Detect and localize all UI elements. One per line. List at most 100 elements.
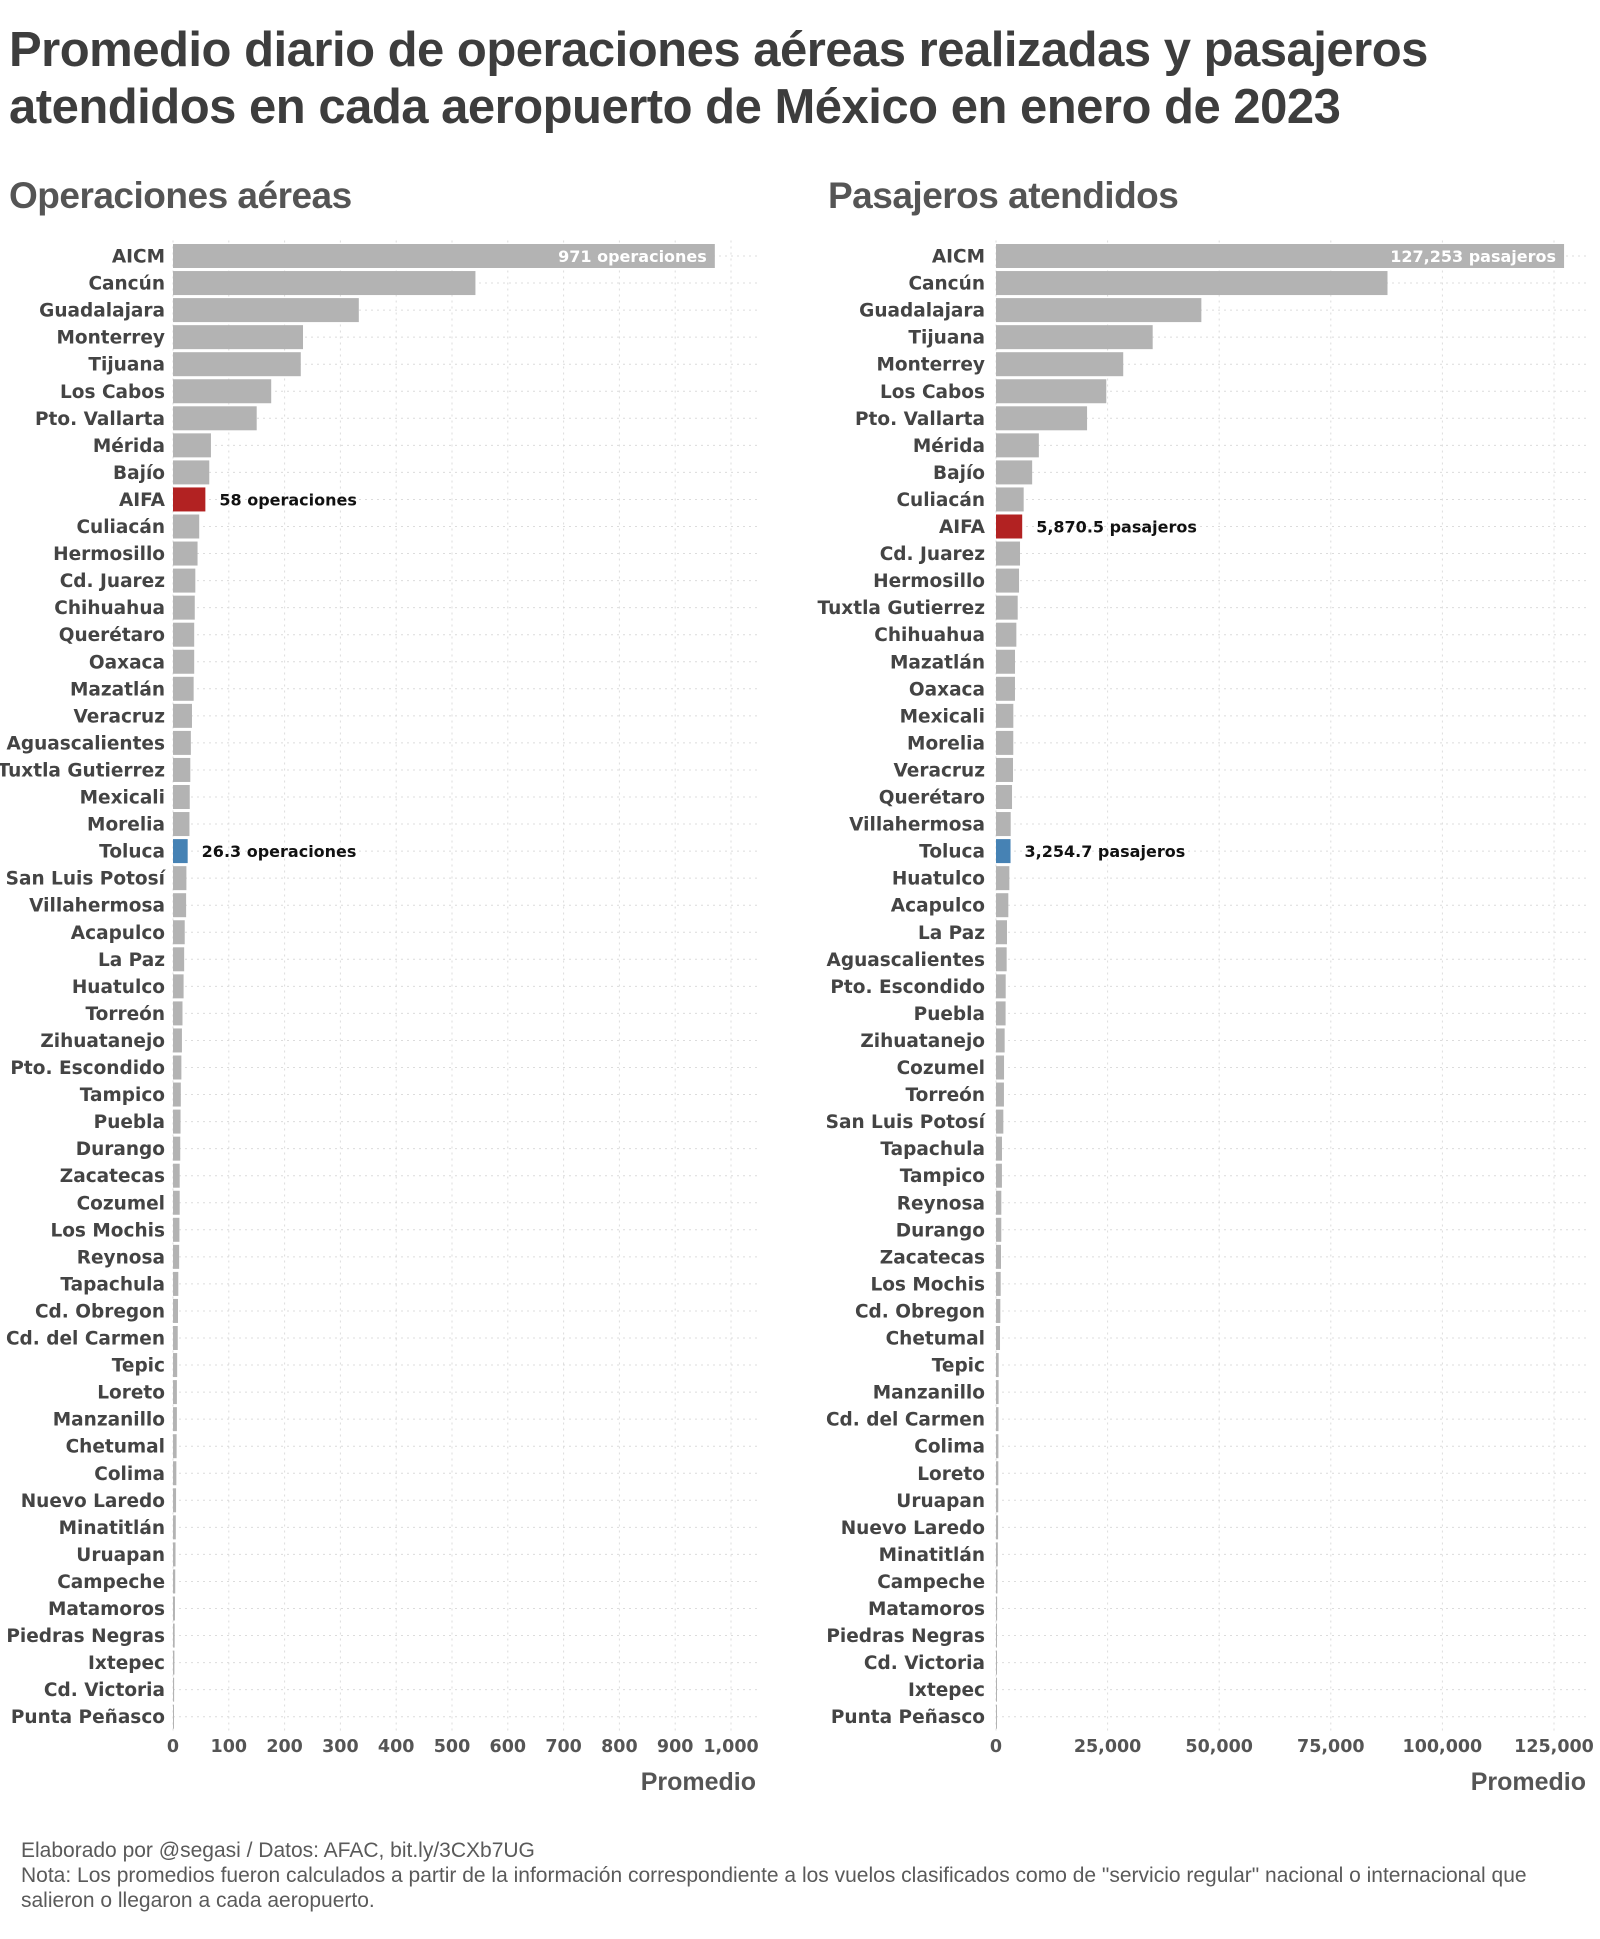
bar-los-cabos [996,379,1107,404]
bar-reynosa [173,1244,180,1269]
category-label: Veracruz [74,706,166,727]
category-label: Bajío [113,463,165,484]
category-label: Nuevo Laredo [841,1518,985,1539]
x-tick-label: 75,000 [1297,1737,1365,1757]
category-label: AIFA [119,490,166,511]
x-axis-title: Promedio [641,1768,756,1796]
bar-chart-operaciones: 0 100 200 300 400 500 600 700 800 900 1,000 AICM Can… [0,240,760,1796]
category-label: Toluca [919,842,985,863]
bar-villahermosa [996,812,1011,837]
bar-durango [996,1217,1002,1242]
bar-aifa [173,487,206,512]
category-label: Culiacán [896,490,985,511]
category-label: Manzanillo [53,1410,165,1431]
category-label: Tapachula [880,1139,985,1160]
bar-zihuatanejo [173,1028,182,1053]
category-label: San Luis Potosí [826,1112,987,1133]
category-label: La Paz [918,923,985,944]
category-label: Campeche [57,1572,165,1593]
category-label: Punta Peñasco [831,1707,985,1728]
x-tick-label: 50,000 [1185,1737,1253,1757]
bar-colima [173,1461,177,1486]
bar-aicm [173,244,715,268]
bar-pto-escondido [173,1055,182,1080]
data-label-toluca: 26.3 operaciones [202,842,357,861]
x-tick-label: 125,000 [1514,1737,1594,1757]
category-label: Torreón [905,1085,985,1106]
category-label: AIFA [939,517,986,538]
category-label: Veracruz [894,760,986,781]
bar-veracruz [173,703,192,728]
bar-huatulco [996,866,1010,891]
category-label: Uruapan [76,1545,165,1566]
bar-matamoros [996,1596,998,1621]
bar-queretaro [173,622,195,647]
category-label: AICM [932,247,985,268]
bar-chihuahua [996,622,1017,647]
category-label: Minatitlán [59,1518,165,1539]
bar-chihuahua [173,595,195,620]
category-label: Mexicali [80,788,165,809]
x-tick-label: 500 [434,1737,471,1757]
x-tick-label: 0 [167,1737,179,1757]
bar-torreon [173,1001,183,1026]
bar-puebla [173,1109,181,1134]
bar-loreto [996,1461,999,1486]
bar-monterrey [996,352,1124,377]
bar-tampico [173,1082,181,1107]
category-label: Pto. Escondido [10,1058,165,1079]
bar-chetumal [173,1434,177,1459]
category-label: Cancún [908,274,985,295]
category-label: San Luis Potosí [6,869,167,890]
footer-note: Nota: Los promedios fueron calculados a … [21,1864,1527,1912]
bar-chart-pasajeros: 0 25,000 50,000 75,000 100,000 125,000 AICM Can… [818,240,1594,1796]
category-label: Piedras Negras [6,1626,165,1647]
bar-morelia [173,812,190,837]
bar-la-paz [996,920,1007,945]
category-label: Hermosillo [873,571,985,592]
x-tick-label: 300 [322,1737,359,1757]
bar-queretaro [996,785,1013,809]
panel-title-pasajeros: Pasajeros atendidos [828,175,1179,216]
category-label: Tijuana [88,355,165,376]
category-label: Tuxtla Gutierrez [818,598,985,619]
bar-aicm [996,244,1565,268]
bar-huatulco [173,974,184,999]
category-label: Aguascalientes [7,733,165,754]
category-label: Querétaro [59,625,165,646]
category-label: Minatitlán [879,1545,985,1566]
category-label: Cd. del Carmen [826,1410,985,1431]
data-label-toluca: 3,254.7 pasajeros [1025,842,1186,861]
category-label: Uruapan [896,1491,985,1512]
bar-chetumal [996,1326,1001,1350]
category-label: Ixtepec [908,1680,985,1701]
bar-zihuatanejo [996,1028,1005,1053]
bar-villahermosa [173,893,187,918]
category-label: Cd. Victoria [864,1653,985,1674]
bar-cd-obregon [996,1298,1001,1323]
bar-pto-vallarta [996,406,1088,431]
category-label: Acapulco [71,923,165,944]
category-label: Chetumal [886,1329,985,1350]
category-label: Tepic [932,1356,985,1377]
bar-toluca [996,839,1011,864]
bar-guadalajara [996,298,1202,323]
category-label: Cozumel [897,1058,985,1079]
x-tick-label: 600 [490,1737,527,1757]
bar-uruapan [173,1542,176,1567]
category-label: Punta Peñasco [11,1707,165,1728]
x-tick-label: 200 [266,1737,303,1757]
x-tick-label: 100,000 [1403,1737,1483,1757]
x-axis-title: Promedio [1471,1768,1586,1796]
category-label: Matamoros [48,1599,165,1620]
bar-reynosa [996,1190,1002,1215]
bar-cd-victoria [996,1650,997,1675]
category-label: Tampico [80,1085,165,1106]
category-label: Oaxaca [89,652,165,673]
bar-los-mochis [996,1271,1001,1296]
category-label: Acapulco [891,896,985,917]
category-label: Villahermosa [29,896,165,917]
bar-nuevo-laredo [173,1488,177,1513]
bar-culiacan [996,487,1024,512]
bar-cozumel [173,1190,180,1215]
